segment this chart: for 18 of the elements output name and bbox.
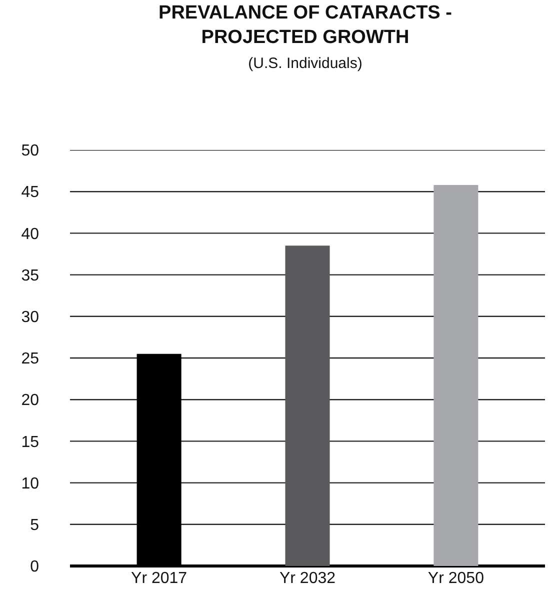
y-tick-label: 30	[21, 309, 40, 326]
y-tick-label: 40	[21, 226, 40, 243]
y-tick-label: 20	[21, 392, 40, 410]
y-tick-label: 45	[21, 184, 40, 202]
y-tick-label: 35	[21, 267, 40, 284]
bar	[285, 246, 330, 566]
bar	[434, 184, 478, 566]
y-tick-label: 0	[30, 558, 40, 576]
x-tick-label: Yr 2017	[131, 570, 188, 587]
chart-title: PREVALANCE OF CATARACTS - PROJECTED GROWTH	[158, 2, 452, 48]
y-tick-label: 10	[21, 475, 40, 492]
x-tick-label: Yr 2032	[279, 570, 336, 587]
x-tick-label: Yr 2050	[428, 570, 484, 587]
y-tick-label: 25	[21, 350, 40, 368]
chart-subtitle: (U.S. Individuals)	[248, 54, 362, 72]
y-tick-label: 15	[21, 434, 40, 451]
y-tick-label: 5	[30, 517, 40, 534]
y-tick-label: 50	[21, 142, 40, 160]
